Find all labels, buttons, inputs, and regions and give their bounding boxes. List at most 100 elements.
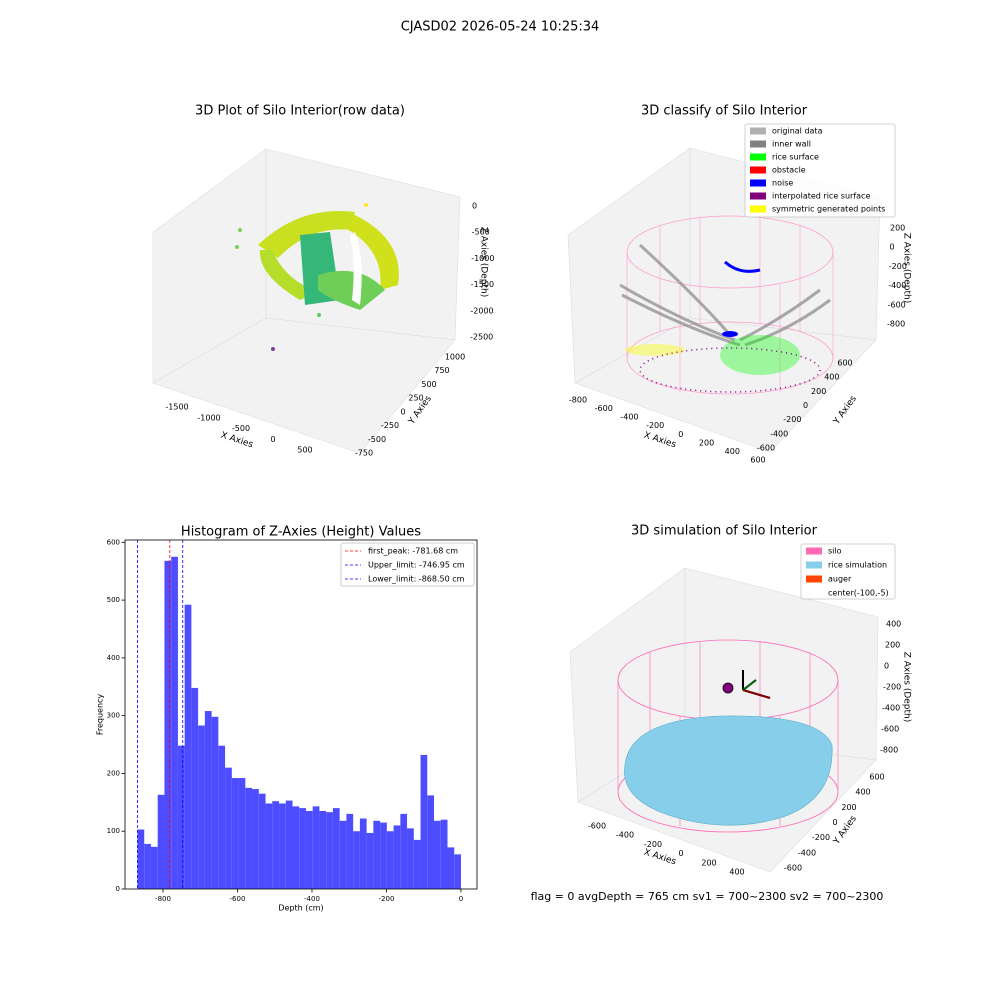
panel-title: Histogram of Z-Axies (Height) Values [181, 525, 421, 540]
bar [366, 832, 374, 889]
y-axis-label: Frequency [96, 694, 105, 736]
legend-swatch [750, 205, 766, 213]
bar [434, 820, 441, 889]
footer: flag = 0 avgDepth = 765 cm sv1 = 700~230… [531, 890, 884, 903]
y-tick-label: 300 [107, 712, 120, 720]
bar [407, 828, 414, 889]
y-tick-label: 1000 [445, 353, 465, 362]
legend-swatch [750, 153, 766, 161]
bar [285, 800, 293, 889]
z-tick-label: -200 [889, 262, 907, 271]
bar [150, 846, 158, 889]
bar [420, 754, 428, 889]
z-tick-label: 200 [890, 224, 905, 233]
bar [427, 795, 435, 889]
z-tick-label: -600 [888, 300, 906, 309]
panel-title: 3D Plot of Silo Interior(row data) [195, 104, 405, 119]
legend-box [800, 543, 896, 600]
y-tick-label: -400 [770, 429, 788, 438]
z-tick-label: -2000 [470, 306, 493, 315]
x-tick-label: -600 [230, 895, 246, 903]
y-tick-label: -600 [784, 864, 802, 873]
y-tick-label: 500 [421, 380, 436, 389]
bar [332, 808, 340, 889]
legend-swatch [806, 575, 822, 583]
bar [258, 793, 266, 889]
legend-label: center(-100,-5) [828, 589, 889, 598]
bar [204, 711, 212, 889]
x-tick-label: -400 [620, 413, 638, 422]
y-tick-label: -500 [368, 435, 386, 444]
bar [305, 810, 313, 889]
legend-label: obstacle [772, 166, 806, 175]
y-tick-label: -200 [812, 833, 830, 842]
legend-label: noise [772, 179, 793, 188]
y-tick-label: 400 [824, 373, 839, 382]
x-tick-label: -1000 [197, 413, 220, 422]
bar [386, 831, 394, 889]
legend-box [340, 542, 475, 587]
legend-swatch [806, 547, 822, 555]
x-tick-label: -600 [588, 822, 606, 831]
legend-swatch [750, 192, 766, 200]
x-tick-label: 400 [725, 447, 740, 456]
z-axis-label: Z Axies (Depth) [479, 227, 489, 298]
y-tick-label: -750 [355, 449, 373, 458]
panel-title: 3D simulation of Silo Interior [631, 524, 818, 539]
y-tick-label: 500 [107, 596, 120, 604]
legend-label: Upper_limit: -746.95 cm [368, 561, 465, 570]
z-tick-label: -1000 [471, 254, 494, 263]
y-tick-label: 400 [107, 654, 120, 662]
bar [400, 813, 408, 889]
y-tick-label: 0 [116, 885, 120, 893]
legend-label: inner wall [772, 140, 811, 149]
bar [447, 847, 455, 889]
legend-label: interpolated rice surface [772, 192, 870, 201]
y-tick-label: -600 [757, 444, 775, 453]
y-tick-label: 600 [107, 538, 120, 546]
x-tick-label: -500 [232, 424, 250, 433]
panel-title: 3D classify of Silo Interior [641, 104, 808, 119]
z-tick-label: -200 [883, 683, 901, 692]
y-tick-label: 0 [832, 818, 837, 827]
z-tick-label: -2500 [470, 333, 493, 342]
legend-label: rice simulation [828, 561, 887, 570]
bar [393, 825, 401, 889]
bar [245, 787, 253, 889]
axes-frame [124, 539, 478, 890]
x-tick-label: -200 [644, 840, 662, 849]
legend-swatch [750, 140, 766, 148]
x-tick-label: -1500 [165, 403, 188, 412]
y-tick-label: -400 [798, 848, 816, 857]
legend-label: first_peak: -781.68 cm [368, 547, 458, 556]
bar [454, 854, 461, 889]
bar [359, 818, 367, 889]
bar [164, 560, 172, 889]
bar [265, 803, 273, 889]
legend-label: rice surface [772, 153, 819, 162]
panel-1-panes [152, 148, 461, 454]
bar [198, 725, 205, 889]
y-tick-label: -250 [381, 421, 399, 430]
z-tick-label: 0 [472, 202, 477, 211]
bar [157, 794, 165, 889]
legend-swatch [750, 166, 766, 174]
panel-4-panes [569, 567, 879, 873]
bar [218, 745, 226, 889]
bar [440, 819, 448, 889]
z-tick-label: 0 [889, 243, 894, 252]
y-tick-label: 600 [837, 359, 852, 368]
z-tick-label: 200 [885, 641, 900, 650]
bar [339, 820, 347, 889]
z-tick-label: -400 [882, 704, 900, 713]
legend-label: symmetric generated points [772, 205, 885, 214]
bar [211, 716, 219, 889]
x-tick-label: -800 [155, 895, 171, 903]
y-tick-label: 200 [841, 803, 856, 812]
y-tick-label: 200 [107, 769, 120, 777]
legend-swatch [750, 127, 766, 135]
bar [144, 843, 151, 889]
bar [292, 806, 300, 889]
bar [380, 822, 387, 889]
